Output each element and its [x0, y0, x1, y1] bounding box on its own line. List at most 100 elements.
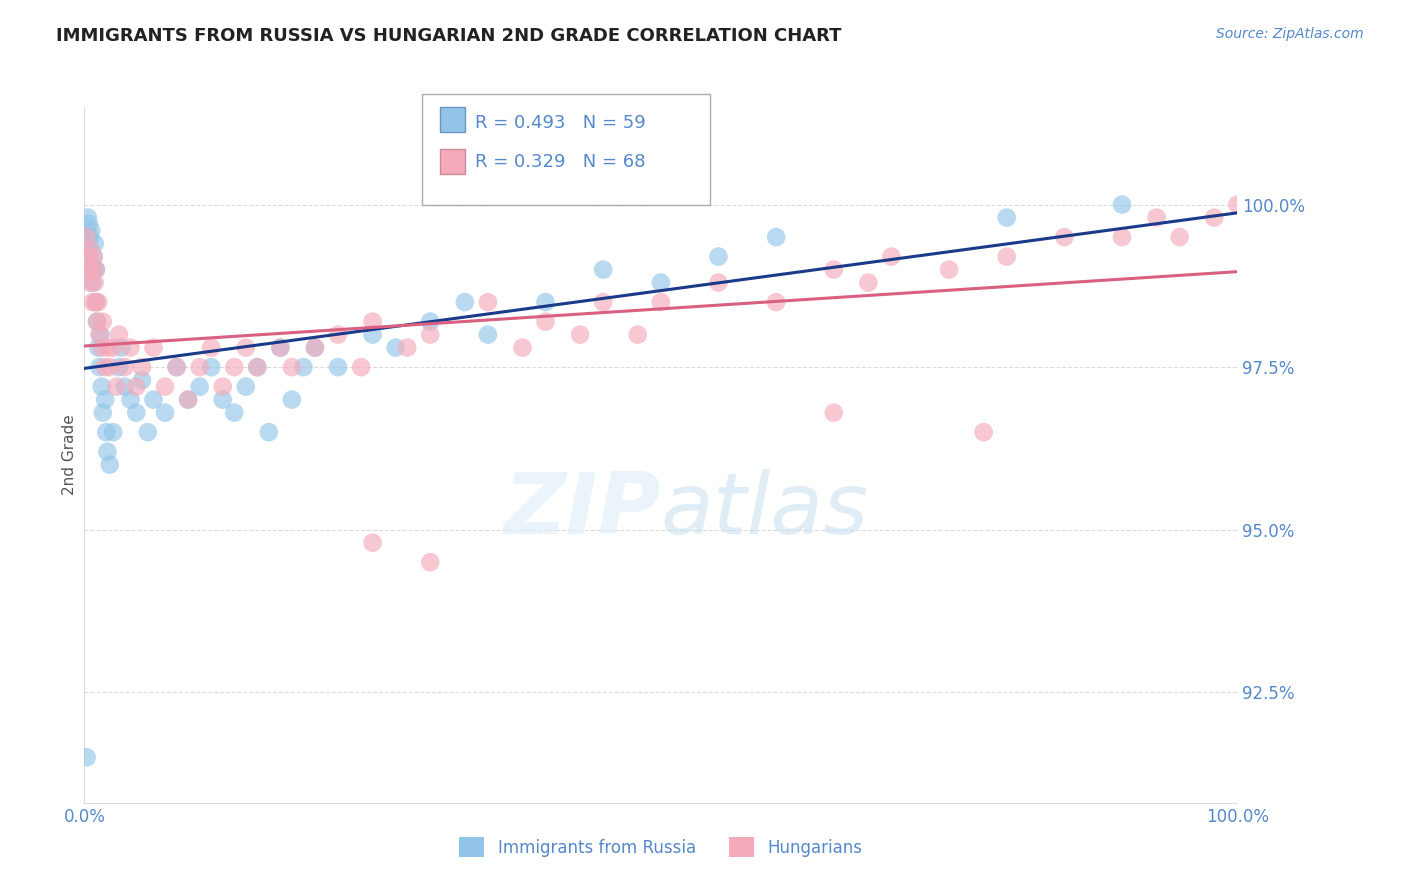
Point: [995, 211, 1018, 225]
Point: [83, 250, 105, 264]
Point: [177, 392, 200, 407]
Point: [91, 406, 114, 420]
Point: [304, 341, 326, 355]
Point: [77, 262, 100, 277]
Text: R = 0.329   N = 68: R = 0.329 N = 68: [475, 153, 645, 171]
Point: [350, 360, 373, 375]
Point: [326, 327, 349, 342]
Point: [90, 341, 112, 355]
Point: [534, 315, 557, 329]
Point: [84, 262, 107, 277]
Point: [235, 341, 257, 355]
Point: [76, 250, 98, 264]
Point: [177, 392, 200, 407]
Point: [512, 341, 534, 355]
Text: Source: ZipAtlas.com: Source: ZipAtlas.com: [1216, 27, 1364, 41]
Point: [79, 230, 101, 244]
Point: [281, 392, 304, 407]
Point: [153, 406, 176, 420]
Point: [89, 360, 111, 375]
Point: [77, 217, 100, 231]
Point: [79, 243, 101, 257]
Text: R = 0.493   N = 59: R = 0.493 N = 59: [475, 114, 645, 132]
Point: [125, 406, 148, 420]
Point: [823, 406, 845, 420]
Point: [257, 425, 280, 439]
Point: [477, 295, 499, 310]
Point: [765, 295, 787, 310]
Point: [823, 262, 845, 277]
Point: [76, 230, 98, 244]
Point: [76, 230, 98, 244]
Point: [361, 315, 384, 329]
Point: [419, 315, 441, 329]
Point: [419, 327, 441, 342]
Point: [82, 276, 104, 290]
Point: [396, 341, 419, 355]
Point: [108, 327, 131, 342]
Point: [361, 327, 384, 342]
Point: [995, 250, 1018, 264]
Point: [269, 341, 291, 355]
Point: [153, 379, 176, 393]
Point: [82, 295, 104, 310]
Point: [83, 262, 105, 277]
Point: [90, 379, 112, 393]
Point: [477, 327, 499, 342]
Point: [131, 360, 153, 375]
Point: [83, 236, 105, 251]
Point: [83, 276, 105, 290]
Point: [86, 315, 108, 329]
Point: [79, 243, 101, 257]
Point: [224, 360, 246, 375]
Point: [1146, 211, 1168, 225]
Point: [114, 360, 136, 375]
Y-axis label: 2nd Grade: 2nd Grade: [62, 415, 77, 495]
Point: [166, 360, 188, 375]
Point: [246, 360, 269, 375]
Point: [627, 327, 650, 342]
Point: [707, 250, 730, 264]
Point: [938, 262, 960, 277]
Text: atlas: atlas: [661, 469, 869, 552]
Point: [125, 379, 148, 393]
Point: [326, 360, 349, 375]
Point: [200, 360, 222, 375]
Point: [650, 276, 672, 290]
Point: [880, 250, 903, 264]
Point: [80, 262, 103, 277]
Point: [87, 341, 110, 355]
Point: [131, 373, 153, 387]
Point: [1204, 211, 1226, 225]
Point: [211, 392, 233, 407]
Point: [86, 315, 108, 329]
Point: [76, 750, 98, 764]
Text: IMMIGRANTS FROM RUSSIA VS HUNGARIAN 2ND GRADE CORRELATION CHART: IMMIGRANTS FROM RUSSIA VS HUNGARIAN 2ND …: [56, 27, 842, 45]
Point: [103, 341, 124, 355]
Point: [384, 341, 406, 355]
Point: [83, 250, 105, 264]
Point: [105, 379, 128, 393]
Point: [454, 295, 477, 310]
Point: [188, 379, 211, 393]
Point: [80, 224, 103, 238]
Point: [91, 315, 114, 329]
Point: [136, 425, 159, 439]
Point: [858, 276, 880, 290]
Point: [114, 379, 136, 393]
Point: [1168, 230, 1191, 244]
Point: [592, 295, 614, 310]
Point: [166, 360, 188, 375]
Point: [1226, 197, 1249, 211]
Point: [650, 295, 672, 310]
Point: [707, 276, 730, 290]
Point: [94, 392, 117, 407]
Point: [142, 341, 165, 355]
Point: [96, 444, 118, 458]
Point: [87, 295, 110, 310]
Point: [96, 341, 118, 355]
Point: [103, 425, 124, 439]
Point: [84, 262, 107, 277]
Point: [76, 211, 98, 225]
Point: [89, 327, 111, 342]
